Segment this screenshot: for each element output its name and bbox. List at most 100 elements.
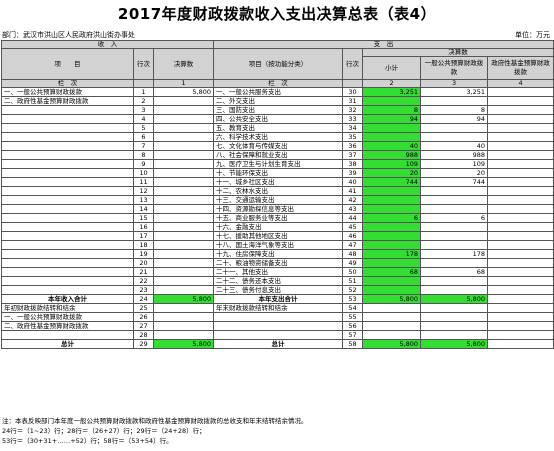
income-line-no: 16 bbox=[133, 222, 154, 232]
expense-line-no: 39 bbox=[342, 168, 364, 178]
income-line-no: 10 bbox=[133, 168, 154, 178]
expense-line-no: 30 bbox=[342, 87, 364, 97]
expense-line-no: 38 bbox=[342, 159, 364, 169]
expense-gov-fund bbox=[487, 330, 554, 340]
income-item: 年初财政拨款结转和结余 bbox=[1, 303, 134, 313]
expense-line-no: 51 bbox=[342, 276, 364, 286]
income-item: 二、政府性基金预算财政拨款 bbox=[1, 321, 134, 331]
income-value bbox=[152, 285, 215, 295]
expense-item: 三、国防支出 bbox=[213, 105, 344, 115]
income-line-no: 17 bbox=[133, 231, 154, 241]
note-line: 注：本表反映部门本年度一般公共预算财政拨款和政府性基金预算财政拨款的总收支和年末… bbox=[2, 417, 308, 425]
income-line-no: 21 bbox=[133, 267, 154, 277]
table-row: 4 四、公共安全支出 33 94 94 bbox=[1, 114, 554, 124]
expense-subtotal bbox=[362, 204, 422, 214]
income-item bbox=[1, 258, 134, 268]
col-index-2: 2 bbox=[362, 79, 422, 88]
income-item bbox=[1, 114, 134, 124]
income-item bbox=[1, 132, 134, 142]
expense-gov-fund bbox=[487, 141, 554, 151]
expense-gov-fund bbox=[487, 204, 554, 214]
total-expense-label: 本年支出合计 bbox=[213, 294, 344, 304]
expense-subtotal: 6 bbox=[362, 213, 422, 223]
income-item bbox=[1, 213, 134, 223]
expense-gov-fund bbox=[487, 222, 554, 232]
expense-subtotal: 94 bbox=[362, 114, 422, 124]
income-value bbox=[152, 276, 215, 286]
expense-general bbox=[420, 222, 489, 232]
expense-gov-fund bbox=[487, 87, 554, 97]
expense-subtotal bbox=[362, 186, 422, 196]
income-line-no: 25 bbox=[133, 303, 154, 313]
expense-line-no: 34 bbox=[342, 123, 364, 133]
expense-item: 年末财政拨款结转和结余 bbox=[213, 303, 344, 313]
item-header: 项 目 bbox=[1, 48, 134, 80]
expense-general: 40 bbox=[420, 141, 489, 151]
income-value bbox=[152, 177, 215, 187]
expense-gov-fund bbox=[487, 240, 554, 250]
table-row: 5 五、教育支出 34 bbox=[1, 123, 554, 133]
income-item bbox=[1, 105, 134, 115]
expense-line-no: 55 bbox=[342, 312, 364, 322]
income-item bbox=[1, 249, 134, 259]
expense-line-no: 52 bbox=[342, 285, 364, 295]
expense-item: 五、教育支出 bbox=[213, 123, 344, 133]
expense-line-no: 45 bbox=[342, 222, 364, 232]
expense-general: 3,251 bbox=[420, 87, 489, 97]
income-value bbox=[152, 213, 215, 223]
expense-general bbox=[420, 330, 489, 340]
gov-fund-header: 政府性基金预算财政拨款 bbox=[487, 56, 554, 80]
income-line-no: 5 bbox=[133, 123, 154, 133]
expense-general bbox=[420, 321, 489, 331]
expense-general bbox=[420, 276, 489, 286]
expense-item: 六、科学技术支出 bbox=[213, 132, 344, 142]
income-line-no: 26 bbox=[133, 312, 154, 322]
income-item bbox=[1, 276, 134, 286]
expense-subtotal: 178 bbox=[362, 249, 422, 259]
income-line-no: 4 bbox=[133, 114, 154, 124]
budget-header: 决算数 bbox=[152, 48, 215, 80]
expense-general: 744 bbox=[420, 177, 489, 187]
expense-line-no: 42 bbox=[342, 195, 364, 205]
expense-item: 十四、资源勘探信息等支出 bbox=[213, 204, 344, 214]
total-expense-subtotal: 5,800 bbox=[362, 294, 422, 304]
expense-general bbox=[420, 195, 489, 205]
table-row: 20 二十、粮油物资储备支出 49 bbox=[1, 258, 554, 268]
expense-line-no: 32 bbox=[342, 105, 364, 115]
expense-gov-fund bbox=[487, 132, 554, 142]
lanci-label-2: 栏 次 bbox=[213, 79, 344, 88]
table-row: 一、一般公共预算财政拨款 1 5,800 一、一般公共服务支出 30 3,251 3,251 bbox=[1, 87, 554, 97]
expense-subtotal: 988 bbox=[362, 150, 422, 160]
income-value bbox=[152, 258, 215, 268]
expense-general bbox=[420, 285, 489, 295]
expense-general bbox=[420, 96, 489, 106]
expense-item: 七、文化体育与传媒支出 bbox=[213, 141, 344, 151]
income-line-no: 15 bbox=[133, 213, 154, 223]
table-row: 18 十八、国土海洋气象等支出 47 bbox=[1, 240, 554, 250]
department-label: 部门：武汉市洪山区人民政府洪山街办事处 bbox=[2, 31, 135, 39]
table-row: 14 十四、资源勘探信息等支出 43 bbox=[1, 204, 554, 214]
income-line-no: 28 bbox=[133, 330, 154, 340]
income-item bbox=[1, 204, 134, 214]
expense-gov-fund bbox=[487, 96, 554, 106]
table-row: 二、政府性基金预算财政拨款 2 二、外交支出 31 bbox=[1, 96, 554, 106]
expense-line-no: 57 bbox=[342, 330, 364, 340]
expense-gov-fund bbox=[487, 285, 554, 295]
expense-item: 九、医疗卫生与计划生育支出 bbox=[213, 159, 344, 169]
line-no2-header: 行次 bbox=[342, 48, 364, 80]
income-value bbox=[152, 150, 215, 160]
income-line-no: 19 bbox=[133, 249, 154, 259]
income-line-no: 8 bbox=[133, 150, 154, 160]
income-item: 一、一般公共预算财政拨款 bbox=[1, 87, 134, 97]
income-item bbox=[1, 123, 134, 133]
income-line-no: 13 bbox=[133, 195, 154, 205]
income-line-no: 3 bbox=[133, 105, 154, 115]
income-item bbox=[1, 222, 134, 232]
table-row: 一、一般公共预算财政拨款 26 55 bbox=[1, 312, 554, 322]
expense-subtotal: 3,251 bbox=[362, 87, 422, 97]
expense-general bbox=[420, 204, 489, 214]
subtotal-header: 小计 bbox=[362, 56, 422, 80]
income-value bbox=[152, 330, 215, 340]
unit-label: 单位：万元 bbox=[515, 31, 550, 39]
income-value bbox=[152, 132, 215, 142]
